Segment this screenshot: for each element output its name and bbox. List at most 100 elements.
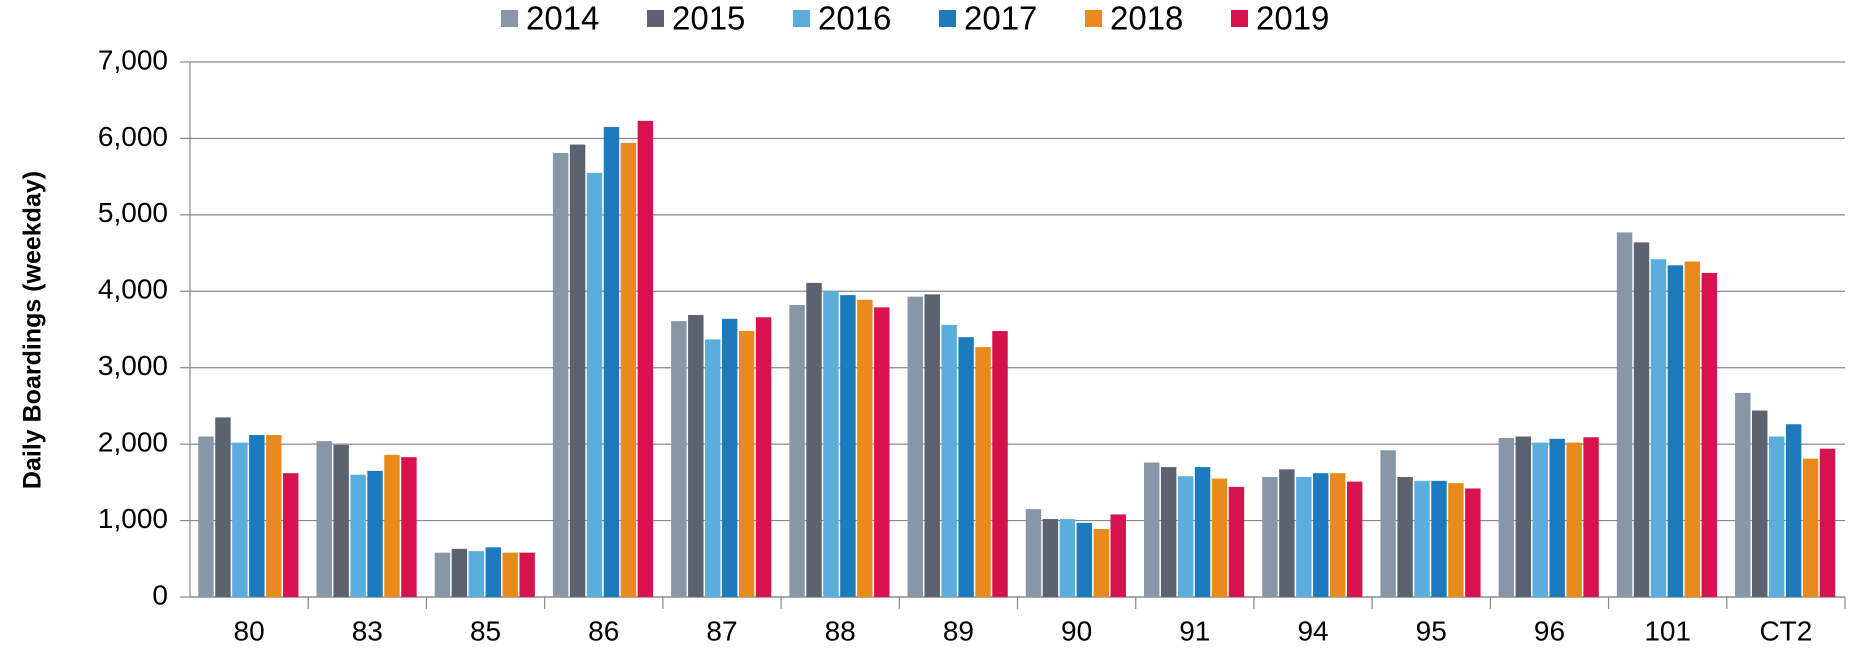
bar xyxy=(1566,442,1582,597)
bar xyxy=(1802,458,1819,597)
x-tick-label: 94 xyxy=(1297,615,1328,646)
legend-swatch xyxy=(647,10,664,27)
legend-swatch xyxy=(1231,10,1248,27)
bar xyxy=(1549,438,1565,597)
bar xyxy=(519,552,535,597)
bar xyxy=(282,473,299,597)
bar xyxy=(975,347,991,597)
x-tick-label: 96 xyxy=(1534,615,1565,646)
bar xyxy=(266,434,282,597)
bar xyxy=(1819,448,1836,597)
bar xyxy=(1296,477,1312,597)
bar xyxy=(1465,488,1481,597)
bar xyxy=(1042,519,1059,597)
bar xyxy=(1532,442,1548,597)
bar xyxy=(907,296,924,597)
bar xyxy=(1076,522,1093,597)
bar xyxy=(401,457,417,597)
legend-text: 2019 xyxy=(1256,0,1329,37)
y-tick-label: 3,000 xyxy=(98,350,168,381)
bar xyxy=(874,307,890,597)
x-tick-label: 89 xyxy=(943,615,974,646)
x-tick-label: 86 xyxy=(588,615,619,646)
bar xyxy=(333,444,349,597)
bar xyxy=(502,552,518,597)
bar xyxy=(249,434,265,597)
bar xyxy=(1093,528,1109,597)
bar xyxy=(840,295,856,597)
bar xyxy=(1211,478,1228,597)
x-tick-label: 83 xyxy=(352,615,383,646)
bar xyxy=(215,417,231,597)
bar xyxy=(1346,481,1363,597)
y-tick-label: 5,000 xyxy=(98,197,168,228)
bar xyxy=(603,126,620,597)
x-tick-label: 90 xyxy=(1061,615,1092,646)
bar xyxy=(823,291,839,597)
bar xyxy=(1228,486,1245,597)
bar xyxy=(755,317,772,597)
y-tick-label: 2,000 xyxy=(98,427,168,458)
bar xyxy=(586,172,603,598)
bar xyxy=(1633,242,1650,597)
bar xyxy=(738,331,755,597)
bar xyxy=(992,331,1008,597)
y-axis-title: Daily Boardings (weekday) xyxy=(19,171,47,489)
legend-swatch xyxy=(793,10,810,27)
bar xyxy=(958,337,974,597)
legend-text: 2015 xyxy=(672,0,745,37)
legend-text: 2014 xyxy=(526,0,599,37)
x-tick-label: 85 xyxy=(470,615,501,646)
bar xyxy=(1431,480,1447,597)
bar xyxy=(924,294,940,597)
legend-swatch xyxy=(939,10,956,27)
bar xyxy=(1752,410,1768,597)
legend-text: 2017 xyxy=(964,0,1037,37)
bar xyxy=(1684,261,1701,597)
bar xyxy=(316,441,332,597)
bar xyxy=(569,144,586,598)
bar xyxy=(806,282,822,597)
bar xyxy=(620,143,637,597)
bar xyxy=(1735,392,1751,597)
bar xyxy=(1650,259,1667,597)
bar xyxy=(468,551,485,597)
bar xyxy=(1329,473,1346,597)
bar xyxy=(198,436,214,597)
bar xyxy=(1785,424,1802,597)
y-tick-label: 1,000 xyxy=(98,503,168,534)
bar xyxy=(367,470,383,597)
bar xyxy=(688,314,704,597)
bar xyxy=(1177,476,1194,597)
x-tick-label: 80 xyxy=(234,615,265,646)
bar xyxy=(1262,477,1278,597)
x-tick-label: 101 xyxy=(1644,615,1691,646)
bar xyxy=(451,548,468,597)
bar xyxy=(552,152,569,597)
bar xyxy=(1059,519,1076,597)
bar xyxy=(384,454,400,597)
y-tick-label: 0 xyxy=(152,579,168,610)
bar xyxy=(1380,450,1396,597)
legend-text: 2018 xyxy=(1110,0,1183,37)
x-tick-label: 87 xyxy=(706,615,737,646)
bar xyxy=(1701,272,1718,597)
bar xyxy=(1583,437,1599,597)
bar xyxy=(434,552,451,597)
bar xyxy=(485,547,501,597)
x-tick-label: 88 xyxy=(825,615,856,646)
bar xyxy=(232,442,248,597)
bar xyxy=(721,318,738,597)
x-tick-label: 91 xyxy=(1179,615,1210,646)
y-tick-label: 6,000 xyxy=(98,121,168,152)
bar xyxy=(941,324,957,597)
legend-swatch xyxy=(1085,10,1102,27)
bar xyxy=(1515,436,1532,597)
bar xyxy=(1110,514,1126,597)
y-tick-label: 4,000 xyxy=(98,274,168,305)
bar xyxy=(1194,467,1211,597)
x-tick-label: CT2 xyxy=(1759,615,1812,646)
bar xyxy=(1498,438,1515,597)
bar xyxy=(789,305,805,597)
